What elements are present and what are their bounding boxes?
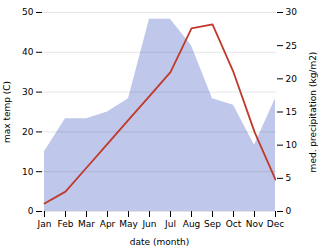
svg-text:Sep: Sep (204, 219, 221, 229)
svg-text:Dec: Dec (267, 219, 284, 229)
svg-text:40: 40 (22, 47, 34, 57)
svg-text:May: May (119, 219, 138, 229)
svg-text:0: 0 (28, 206, 34, 216)
svg-text:Nov: Nov (246, 219, 264, 229)
svg-text:Oct: Oct (226, 219, 242, 229)
svg-text:30: 30 (22, 87, 34, 97)
svg-text:10: 10 (286, 140, 298, 150)
svg-text:Jun: Jun (141, 219, 156, 229)
svg-text:Jan: Jan (37, 219, 52, 229)
svg-text:0: 0 (286, 206, 292, 216)
svg-text:15: 15 (286, 107, 297, 117)
svg-text:Aug: Aug (183, 219, 201, 229)
svg-text:Feb: Feb (58, 219, 74, 229)
svg-text:med. precipitation (kg/m2): med. precipitation (kg/m2) (308, 52, 318, 173)
svg-text:Jul: Jul (164, 219, 176, 229)
svg-text:Mar: Mar (78, 219, 95, 229)
svg-text:date (month): date (month) (130, 237, 189, 247)
svg-text:20: 20 (22, 127, 34, 137)
svg-text:Apr: Apr (100, 219, 116, 229)
svg-text:max temp (C): max temp (C) (2, 81, 12, 143)
svg-text:50: 50 (22, 7, 34, 17)
svg-text:25: 25 (286, 41, 297, 51)
svg-text:30: 30 (286, 7, 298, 17)
svg-text:10: 10 (22, 167, 34, 177)
svg-text:20: 20 (286, 74, 298, 84)
svg-text:5: 5 (286, 173, 292, 183)
